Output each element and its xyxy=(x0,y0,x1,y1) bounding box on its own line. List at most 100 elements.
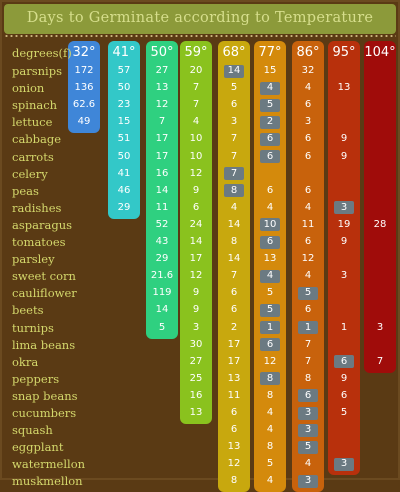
value-cell: 7 xyxy=(230,150,238,162)
value-cell: 13 xyxy=(227,441,241,453)
column-header: 86° xyxy=(296,45,320,60)
highlight-cell xyxy=(260,98,280,112)
value-cell: 3 xyxy=(304,407,312,418)
value-cell: 5 xyxy=(230,82,238,94)
value-cell: 4 xyxy=(192,116,200,128)
highlight-cell xyxy=(298,321,318,334)
highlight-cell xyxy=(260,115,280,129)
value-cell: 15 xyxy=(263,65,277,76)
value-cell: 8 xyxy=(304,372,312,384)
value-cell: 8 xyxy=(266,389,274,401)
row-label: parsnips xyxy=(12,64,62,78)
value-cell: 7 xyxy=(230,133,238,145)
highlight-cell xyxy=(260,150,280,163)
highlight-cell xyxy=(224,64,244,78)
highlight-cell xyxy=(298,389,318,403)
value-cell: 29 xyxy=(155,253,169,265)
value-cell: 4 xyxy=(266,407,274,418)
row-label: lima beans xyxy=(12,337,76,352)
value-cell: 14 xyxy=(227,253,241,265)
chart-title: Days to Germinate according to Temperatu… xyxy=(26,10,374,26)
value-cell: 9 xyxy=(192,287,200,299)
value-cell: 136 xyxy=(74,82,94,94)
row-label: okra xyxy=(12,354,39,369)
highlight-cell xyxy=(260,81,280,95)
value-cell: 14 xyxy=(227,65,241,76)
row-label: muskmellon xyxy=(12,474,83,489)
value-cell: 4 xyxy=(304,82,312,94)
highlight-cell xyxy=(298,286,318,300)
value-cell: 25 xyxy=(189,372,203,384)
value-cell: 17 xyxy=(227,355,241,367)
value-cell: 7 xyxy=(192,99,200,111)
highlight-cell xyxy=(260,338,280,352)
value-cell: 5 xyxy=(304,441,312,453)
highlight-cell xyxy=(260,235,280,249)
value-cell: 4 xyxy=(304,458,312,470)
value-cell: 7 xyxy=(230,167,238,179)
row-header-label: degrees(f) xyxy=(12,46,72,60)
column-header: 77° xyxy=(258,45,282,60)
value-cell: 17 xyxy=(227,338,241,350)
value-cell: 6 xyxy=(230,407,238,418)
value-cell: 7 xyxy=(304,338,312,350)
highlight-cell xyxy=(260,132,280,146)
value-cell: 12 xyxy=(155,99,169,111)
value-cell: 5 xyxy=(158,321,166,333)
column-bar-68f xyxy=(218,41,250,492)
value-cell: 46 xyxy=(117,184,131,196)
value-cell: 21.6 xyxy=(150,270,174,282)
value-cell: 16 xyxy=(155,167,169,179)
column-header: 104° xyxy=(364,45,396,60)
row-label: cucumbers xyxy=(12,406,77,420)
highlight-cell xyxy=(260,372,280,386)
value-cell: 15 xyxy=(117,116,131,128)
value-cell: 13 xyxy=(263,253,277,265)
value-cell: 6 xyxy=(192,201,200,213)
row-label: parsley xyxy=(12,252,55,267)
highlight-cell xyxy=(224,184,244,198)
value-cell: 50 xyxy=(117,150,131,162)
value-cell: 5 xyxy=(266,99,274,111)
value-cell: 8 xyxy=(230,184,238,196)
value-cell: 1 xyxy=(340,321,348,333)
value-cell: 6 xyxy=(304,184,312,196)
value-cell: 12 xyxy=(227,458,241,470)
value-cell: 28 xyxy=(373,218,387,230)
value-cell: 6 xyxy=(266,133,274,145)
value-cell: 32 xyxy=(301,65,315,76)
value-cell: 43 xyxy=(155,236,169,247)
value-cell: 5 xyxy=(266,458,274,470)
column-bar-95f xyxy=(328,41,360,476)
value-cell: 7 xyxy=(230,270,238,282)
value-cell: 5 xyxy=(266,287,274,299)
value-cell: 7 xyxy=(376,355,384,367)
value-cell: 23 xyxy=(117,99,131,111)
value-cell: 27 xyxy=(155,65,169,76)
value-cell: 3 xyxy=(230,116,238,128)
value-cell: 8 xyxy=(266,441,274,453)
row-label: sweet corn xyxy=(12,269,76,284)
row-label: tomatoes xyxy=(12,235,66,249)
value-cell: 6 xyxy=(266,184,274,196)
value-cell: 50 xyxy=(117,82,131,94)
value-cell: 12 xyxy=(189,270,203,282)
value-cell: 13 xyxy=(189,407,203,418)
value-cell: 52 xyxy=(155,218,169,230)
row-label: radishes xyxy=(12,200,62,215)
value-cell: 57 xyxy=(117,65,131,76)
value-cell: 3 xyxy=(376,321,384,333)
value-cell: 4 xyxy=(266,475,274,487)
highlight-cell xyxy=(260,269,280,283)
row-label: watermellon xyxy=(12,457,86,472)
row-label: lettuce xyxy=(12,115,53,130)
value-cell: 6 xyxy=(304,389,312,401)
value-cell: 7 xyxy=(158,116,166,128)
value-cell: 9 xyxy=(192,184,200,196)
value-cell: 3 xyxy=(192,321,200,333)
column-header: 95° xyxy=(332,45,356,60)
value-cell: 4 xyxy=(230,201,238,213)
column-header: 50° xyxy=(150,45,174,60)
value-cell: 3 xyxy=(340,458,348,470)
column-bar-59f xyxy=(180,41,212,424)
